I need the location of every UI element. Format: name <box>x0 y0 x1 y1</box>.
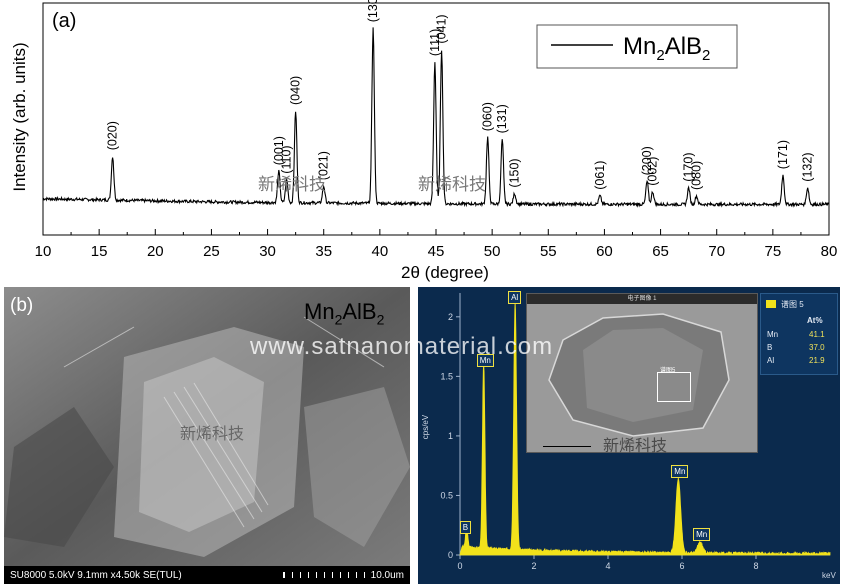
xrd-peak-label: (001) <box>272 136 286 165</box>
sem-panel-label: (b) <box>10 295 34 316</box>
xrd-xtick-label: 20 <box>147 243 164 260</box>
eds-peak-tag: Mn <box>476 354 494 368</box>
inset-particle-shape <box>548 313 730 437</box>
eds-xunit: keV <box>822 571 836 580</box>
xrd-peak-label: (132) <box>801 153 815 182</box>
eds-xtick-label: 0 <box>457 561 462 571</box>
sem-micrograph <box>4 287 410 566</box>
sem-formula: Mn2AlB2 <box>304 299 384 327</box>
xrd-peak-label: (060) <box>481 102 495 131</box>
inset-scale-bar <box>543 446 591 447</box>
eds-xtick-label: 2 <box>531 561 536 571</box>
xrd-xtick-label: 40 <box>372 243 389 260</box>
eds-spectrum-area <box>459 302 831 557</box>
eds-watermark: 新烯科技 <box>603 438 668 455</box>
xrd-legend: Mn2AlB2 <box>536 24 738 69</box>
xrd-peak-label: (131) <box>495 104 509 133</box>
eds-inset-image: 电子图像 1 谱图5 新烯科技 <box>526 293 758 455</box>
xrd-xtick-label: 25 <box>203 243 220 260</box>
eds-xtick-label: 4 <box>605 561 610 571</box>
svg-text:Mn2AlB2: Mn2AlB2 <box>623 33 710 64</box>
eds-ytick-label: 2 <box>448 312 453 322</box>
legend-label-alb: AlB <box>665 33 702 60</box>
eds-chart: 0 2 4 6 8 0 0.5 1 1.5 2 cps/eV keV <box>421 293 836 580</box>
eds-legend-title: 谱图 5 <box>781 300 804 309</box>
xrd-xtick-label: 80 <box>821 243 838 260</box>
eds-peak-tag: Mn <box>693 528 711 542</box>
sem-formula-sub2: 2 <box>376 311 385 328</box>
eds-legend-element: Al <box>767 356 775 365</box>
xrd-peak-label: (130) <box>366 0 380 22</box>
eds-panel: 0 2 4 6 8 0 0.5 1 1.5 2 cps/eV keV B Mn Al Mn Mn 电子图像… <box>418 287 840 584</box>
legend-sub-1: 2 <box>656 47 664 64</box>
xrd-xtick-label: 10 <box>35 243 52 260</box>
xrd-peak-label: (150) <box>508 158 522 187</box>
sem-info-text: SU8000 5.0kV 9.1mm x4.50k SE(TUL) <box>10 569 182 581</box>
eds-peak-tag: Al <box>508 291 522 305</box>
eds-legend-element: B <box>767 343 773 352</box>
xrd-peak-label: (171) <box>776 140 790 169</box>
sem-image-panel: (b) Mn2AlB2 新烯科技 SU8000 5.0kV 9.1mm x4.5… <box>4 287 410 584</box>
xrd-xtick-label: 45 <box>428 243 445 260</box>
xrd-peak-label: (020) <box>106 121 120 150</box>
xrd-plot-frame <box>42 2 830 236</box>
xrd-xlabel: 2θ (degree) <box>401 263 489 282</box>
xrd-xtick-label: 60 <box>596 243 613 260</box>
xrd-peak-label: (040) <box>289 76 303 105</box>
xrd-watermark-1: 新烯科技 <box>258 175 326 195</box>
eds-ytick-label: 0 <box>448 550 453 560</box>
xrd-xtick-label: 35 <box>315 243 332 260</box>
xrd-peak-label: (170) <box>682 153 696 182</box>
eds-legend-value: 41.1 <box>809 330 825 339</box>
eds-ytick-label: 1.5 <box>440 371 453 381</box>
eds-legend-value: 37.0 <box>809 343 825 352</box>
eds-legend-value: 21.9 <box>809 356 825 365</box>
xrd-peak-label: (002) <box>646 157 660 186</box>
xrd-xtick-label: 70 <box>708 243 725 260</box>
eds-xtick-label: 8 <box>753 561 758 571</box>
xrd-peak-label: (111) <box>428 29 442 56</box>
sem-formula-mn: Mn <box>304 299 335 324</box>
xrd-xtick-label: 15 <box>91 243 108 260</box>
eds-peak-tag: Mn <box>671 465 689 479</box>
sem-watermark: 新烯科技 <box>180 426 245 443</box>
inset-box-label: 谱图5 <box>660 368 676 374</box>
eds-peak-tag: B <box>459 521 472 535</box>
eds-legend-unit: At% <box>807 316 823 325</box>
xrd-chart: (020) (001)(110) (040) (021) (130) (111)(041)… <box>10 0 838 282</box>
xrd-peak-label: (041) <box>435 14 449 43</box>
xrd-panel-label: (a) <box>52 10 76 32</box>
sem-info-bar: SU8000 5.0kV 9.1mm x4.50k SE(TUL) 10.0um <box>4 566 410 584</box>
eds-ytick-label: 0.5 <box>440 490 453 500</box>
inset-selection-box <box>657 372 691 402</box>
sem-scale-text: 10.0um <box>370 569 404 581</box>
xrd-peak-label: (200) <box>640 146 654 175</box>
eds-legend-element: Mn <box>767 330 779 339</box>
xrd-watermark-2: 新烯科技 <box>418 175 486 195</box>
xrd-xtick-label: 50 <box>484 243 501 260</box>
watermark-url: www.satnanomaterial.com <box>250 333 554 360</box>
xrd-peak-label: (080) <box>690 161 704 190</box>
eds-xtick-label: 6 <box>679 561 684 571</box>
sem-formula-sub1: 2 <box>334 311 343 328</box>
sem-scale: 10.0um <box>282 569 404 581</box>
inset-title: 电子图像 1 <box>527 294 757 304</box>
sem-scale-bar <box>282 572 365 578</box>
xrd-xtick-label: 55 <box>540 243 557 260</box>
xrd-xtick-label: 65 <box>652 243 669 260</box>
xrd-xtick-label: 75 <box>765 243 782 260</box>
eds-ytick-label: 1 <box>448 431 453 441</box>
xrd-peak-label: (061) <box>593 161 607 190</box>
xrd-peak-label: (110) <box>280 145 294 173</box>
xrd-xtick-label: 30 <box>259 243 276 260</box>
xrd-ylabel: Intensity (arb. units) <box>10 42 29 191</box>
xrd-peak-label: (021) <box>317 151 331 180</box>
sem-formula-alb: AlB <box>342 299 377 324</box>
xrd-pattern-line <box>42 27 830 208</box>
legend-sub-2: 2 <box>702 47 710 64</box>
legend-swatch-icon <box>766 300 776 308</box>
eds-legend: 谱图 5 At% Mn 41.1 B 37.0 Al 21.9 <box>760 293 838 375</box>
eds-ylabel: cps/eV <box>421 414 430 439</box>
legend-label-mn: Mn <box>623 33 656 60</box>
